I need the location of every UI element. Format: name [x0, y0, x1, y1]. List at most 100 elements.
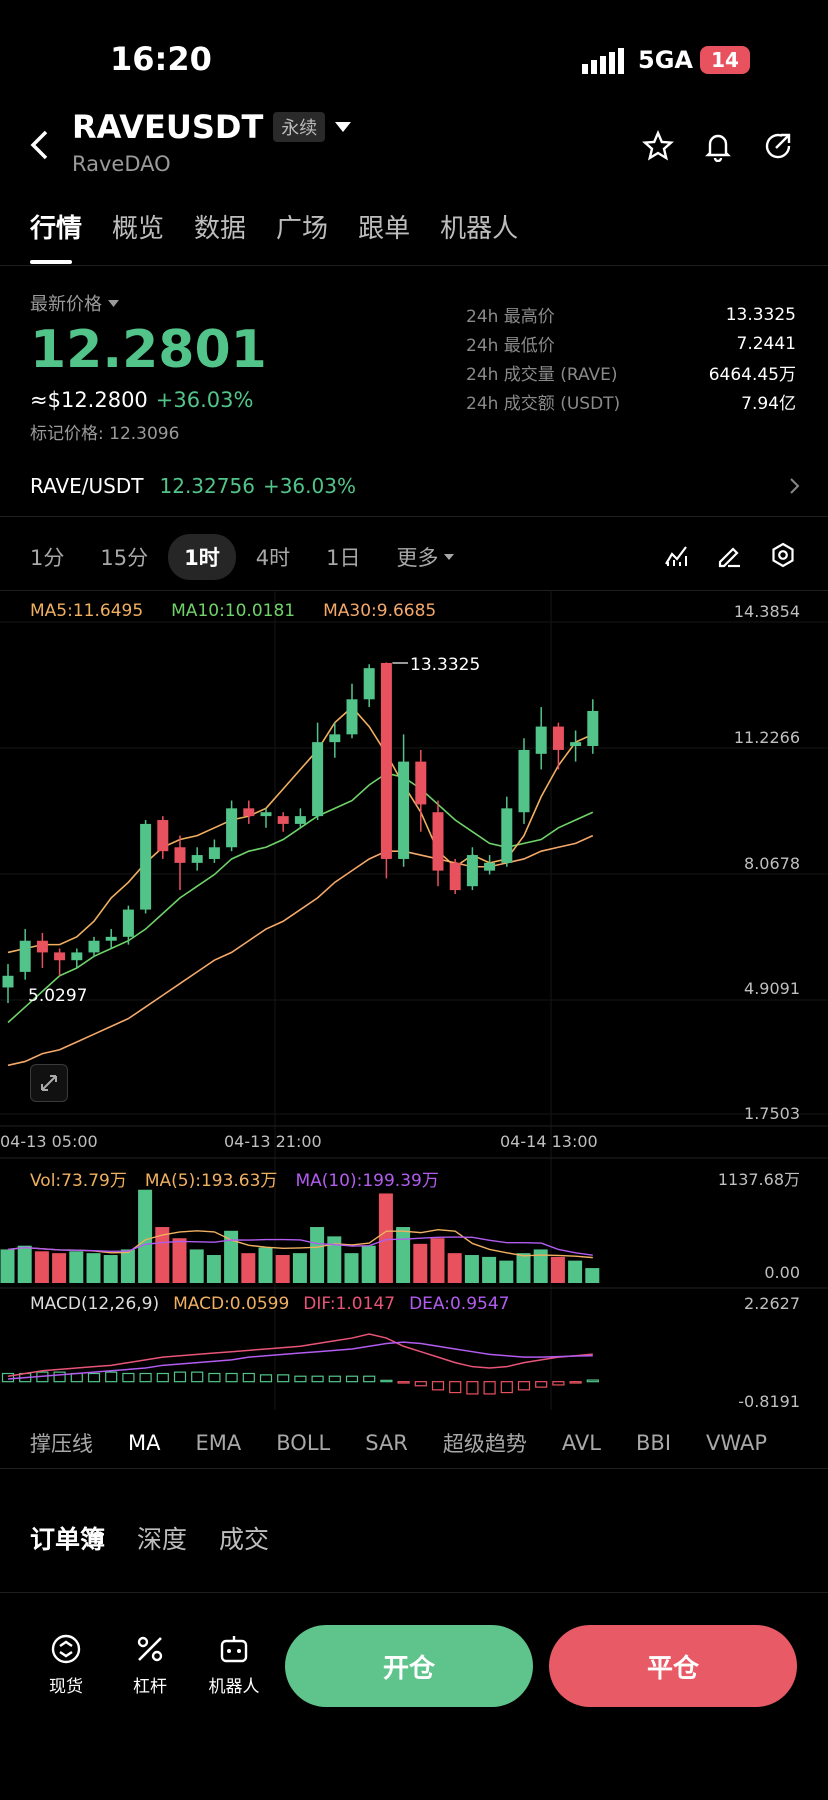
timeframe-15m[interactable]: 15分 [100, 546, 149, 570]
divider [0, 1592, 828, 1593]
tab-bots[interactable]: 机器人 [440, 214, 519, 244]
share-icon[interactable] [762, 130, 794, 166]
divider [0, 1468, 828, 1469]
robot-icon [220, 1636, 248, 1663]
stat-row: 24h 最高价 13.3325 [466, 304, 796, 328]
tab-square[interactable]: 广场 [276, 214, 329, 244]
candle-body [363, 668, 375, 700]
volume-bar [189, 1249, 204, 1283]
volume-bar [172, 1238, 187, 1283]
star-icon[interactable] [642, 129, 674, 166]
spot-row[interactable]: RAVE/USDT 12.32756 +36.03% [30, 474, 800, 498]
indicator-support[interactable]: 撑压线 [30, 1432, 93, 1456]
ma30-line [7, 834, 594, 1067]
caret-down-icon [444, 554, 455, 560]
volume-bar [310, 1227, 325, 1283]
expand-icon[interactable] [30, 1064, 68, 1102]
macd-hist-bar [586, 1379, 599, 1383]
timeframe-4h[interactable]: 4时 [255, 546, 291, 570]
macd-hist-bar [53, 1371, 66, 1383]
volume-bar [206, 1255, 221, 1283]
indicator-ema[interactable]: EMA [195, 1431, 242, 1455]
mark-price: 标记价格: 12.3096 [30, 424, 180, 444]
stat-row: 24h 成交量 (RAVE) 6464.45万 [466, 365, 796, 385]
timeframe-1h[interactable]: 1时 [168, 534, 236, 580]
indicator-toggle-icon[interactable] [664, 542, 690, 572]
volume-bar [568, 1260, 583, 1283]
bell-icon[interactable] [702, 130, 734, 166]
volume-bar [413, 1243, 428, 1283]
nav-spot[interactable]: 现货 [42, 1632, 90, 1697]
low-label: 5.0297 [28, 986, 88, 1006]
volume-bar [482, 1256, 497, 1283]
candle-body [415, 761, 427, 805]
divider [0, 590, 828, 591]
close-position-button[interactable]: 平仓 [549, 1625, 797, 1707]
indicator-vwap[interactable]: VWAP [706, 1431, 768, 1455]
tab-trades[interactable]: 成交 [219, 1525, 270, 1554]
tab-data[interactable]: 数据 [194, 214, 247, 244]
ma5-legend: MA5:11.6495 [30, 601, 144, 621]
tab-copy-trade[interactable]: 跟单 [358, 214, 411, 244]
indicator-boll[interactable]: BOLL [276, 1431, 331, 1455]
nav-robot[interactable]: 机器人 [204, 1632, 264, 1697]
nav-leverage[interactable]: 杠杆 [126, 1632, 174, 1697]
tab-overview[interactable]: 概览 [112, 214, 165, 244]
last-price-label[interactable]: 最新价格 [30, 290, 119, 316]
volume-bar [138, 1189, 153, 1283]
volume-bar [447, 1253, 462, 1283]
macd-hist-bar [87, 1372, 101, 1383]
macd-hist-bar [569, 1381, 582, 1384]
macd-legend: MACD(12,26,9) MACD:0.0599 DIF:1.0147 DEA… [30, 1294, 509, 1314]
x-tick: 04-13 21:00 [224, 1132, 322, 1151]
macd-hist-bar [552, 1381, 565, 1386]
indicator-avl[interactable]: AVL [561, 1431, 601, 1455]
symbol-subtitle: RaveDAO [72, 152, 171, 176]
candle-body [570, 742, 582, 747]
main-tabs: 行情 概览 数据 广场 跟单 机器人 [30, 208, 548, 245]
candle-body [36, 940, 48, 953]
macd-hist-bar [105, 1371, 118, 1383]
back-icon[interactable] [28, 130, 52, 160]
chevron-right-icon [790, 478, 800, 494]
timeframe-more[interactable]: 更多 [380, 534, 470, 580]
contract-badge: 永续 [273, 112, 326, 142]
tab-depth[interactable]: 深度 [137, 1525, 188, 1554]
draw-icon[interactable] [716, 542, 742, 572]
tab-market[interactable]: 行情 [30, 214, 83, 244]
timeframe-1m[interactable]: 1分 [30, 546, 65, 570]
volume-bar [224, 1230, 239, 1283]
y-tick: 14.3854 [733, 602, 800, 621]
volume-bar [550, 1256, 565, 1283]
stat-row: 24h 最低价 7.2441 [466, 333, 796, 357]
macd-hist-bar [483, 1381, 496, 1395]
network-label: 5GA [638, 46, 693, 74]
status-bar: 16:20 5GA 14 [0, 40, 828, 84]
indicator-supertrend[interactable]: 超级趋势 [442, 1432, 527, 1456]
indicator-sar[interactable]: SAR [365, 1431, 408, 1455]
y-tick: 8.0678 [744, 854, 800, 873]
volume-bar [430, 1238, 445, 1283]
macd-hist-bar [122, 1372, 135, 1383]
last-price: 12.2801 [30, 320, 267, 380]
indicator-bbi[interactable]: BBI [636, 1431, 672, 1455]
price-usd: ≈$12.2800 [30, 388, 148, 412]
macd-hist-bar [500, 1381, 513, 1394]
status-time: 16:20 [110, 40, 212, 78]
battery-level: 14 [711, 48, 739, 72]
macd-hist-bar [363, 1375, 376, 1383]
timeframe-1d[interactable]: 1日 [326, 546, 361, 570]
candlestick-chart[interactable] [0, 590, 828, 1410]
battery-icon: 14 [700, 46, 750, 74]
volume-ma5-line [7, 1228, 593, 1259]
spot-pair: RAVE/USDT [30, 474, 144, 498]
open-position-button[interactable]: 开仓 [285, 1625, 533, 1707]
settings-icon[interactable] [770, 542, 796, 572]
candle-body [346, 699, 358, 735]
y-tick: 4.9091 [744, 979, 800, 998]
indicator-ma[interactable]: MA [128, 1431, 161, 1455]
volume-bar [258, 1247, 273, 1283]
macd-hist-bar [535, 1381, 548, 1388]
tab-orderbook[interactable]: 订单簿 [30, 1525, 106, 1554]
symbol-selector[interactable]: RAVEUSDT 永续 [72, 108, 352, 146]
